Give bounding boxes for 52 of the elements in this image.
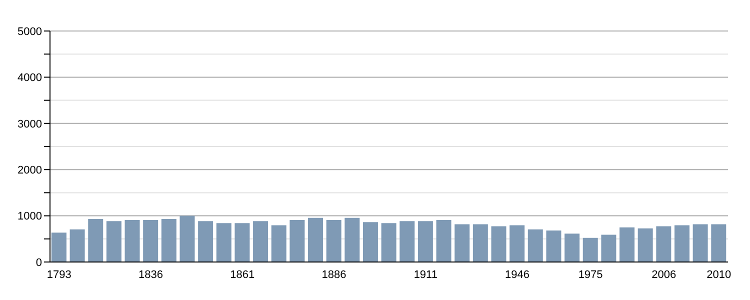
x-tick-label: 1836 xyxy=(138,268,164,281)
bar xyxy=(711,224,726,262)
x-tick-label: 2006 xyxy=(652,268,676,281)
bar xyxy=(234,223,250,262)
bar xyxy=(161,218,176,262)
bar xyxy=(454,224,470,262)
bar xyxy=(582,238,598,262)
bar xyxy=(491,226,506,262)
x-tick-label: 1861 xyxy=(230,268,255,281)
y-tick-label: 0 xyxy=(36,256,42,269)
bar xyxy=(638,228,653,262)
bar xyxy=(198,221,214,262)
bar xyxy=(143,220,158,262)
bar xyxy=(308,218,324,262)
bar xyxy=(674,225,690,262)
bar xyxy=(436,220,452,262)
bar xyxy=(216,223,232,262)
x-tick-label: 1975 xyxy=(578,268,603,281)
bar xyxy=(620,227,635,262)
x-tick-label: 1946 xyxy=(505,268,530,281)
x-tick-label: 1793 xyxy=(46,268,72,281)
bar xyxy=(528,229,543,262)
y-tick-label: 2000 xyxy=(18,164,42,177)
bar xyxy=(271,225,286,262)
y-tick-label: 4000 xyxy=(18,72,42,84)
bar xyxy=(180,216,195,262)
x-tick-label: 1886 xyxy=(322,268,346,281)
x-tick-label: 2010 xyxy=(706,268,732,281)
bar xyxy=(88,218,104,262)
bar xyxy=(656,226,672,262)
bar xyxy=(564,234,580,262)
bar xyxy=(253,221,268,262)
bar xyxy=(418,221,433,262)
y-tick-label: 3000 xyxy=(18,118,42,130)
x-tick-label: 1911 xyxy=(414,268,438,281)
y-tick-label: 1000 xyxy=(18,210,42,223)
bar xyxy=(326,220,342,262)
bar xyxy=(400,221,415,262)
bar xyxy=(106,221,122,262)
bar xyxy=(510,225,525,262)
bar xyxy=(546,230,562,262)
bar xyxy=(124,220,140,262)
bar xyxy=(70,229,85,262)
bar xyxy=(381,223,396,262)
bar xyxy=(51,232,66,262)
bar xyxy=(692,224,708,262)
bar xyxy=(601,234,616,262)
bar xyxy=(472,224,488,262)
bar xyxy=(362,222,378,262)
y-tick-label: 5000 xyxy=(18,26,42,38)
bar xyxy=(344,218,360,262)
bar xyxy=(290,220,305,262)
